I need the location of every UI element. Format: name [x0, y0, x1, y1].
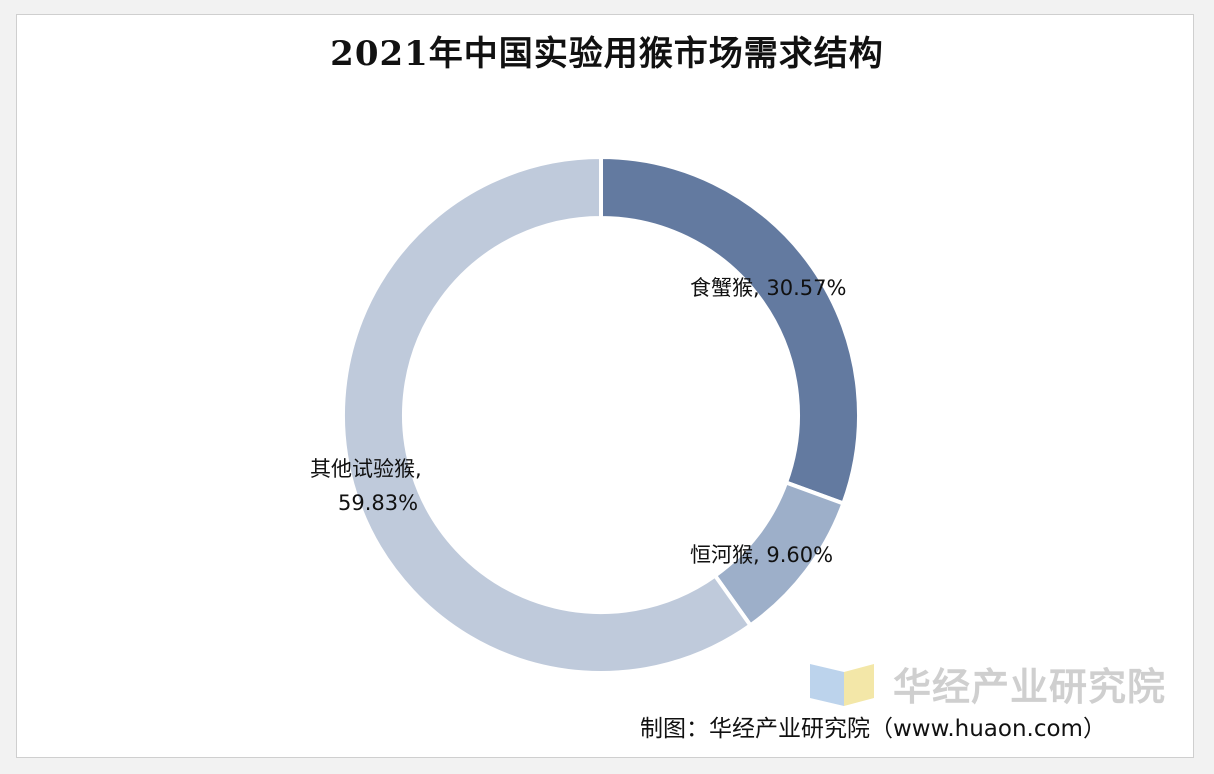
- watermark-text: 华经产业研究院: [893, 665, 1167, 709]
- slice-label-other-monkeys: 其他试验猴,: [310, 457, 422, 481]
- source-caption: 制图：华经产业研究院（www.huaon.com）: [640, 716, 1106, 742]
- slice-label-rhesus-macaque: 恒河猴, 9.60%: [690, 543, 833, 567]
- slice-other-monkeys: [341, 154, 754, 675]
- slice-crab-eating-macaque: [599, 154, 861, 507]
- watermark-logo-blue-panel: [810, 664, 844, 706]
- watermark-logo-yellow-panel: [844, 664, 874, 706]
- chart-title: 2021年中国实验用猴市场需求结构: [330, 34, 884, 74]
- slice-label-crab-eating-macaque: 食蟹猴, 30.57%: [690, 276, 846, 300]
- watermark-logo-icon: [810, 664, 874, 706]
- slice-label-other-monkeys-value: 59.83%: [338, 491, 418, 515]
